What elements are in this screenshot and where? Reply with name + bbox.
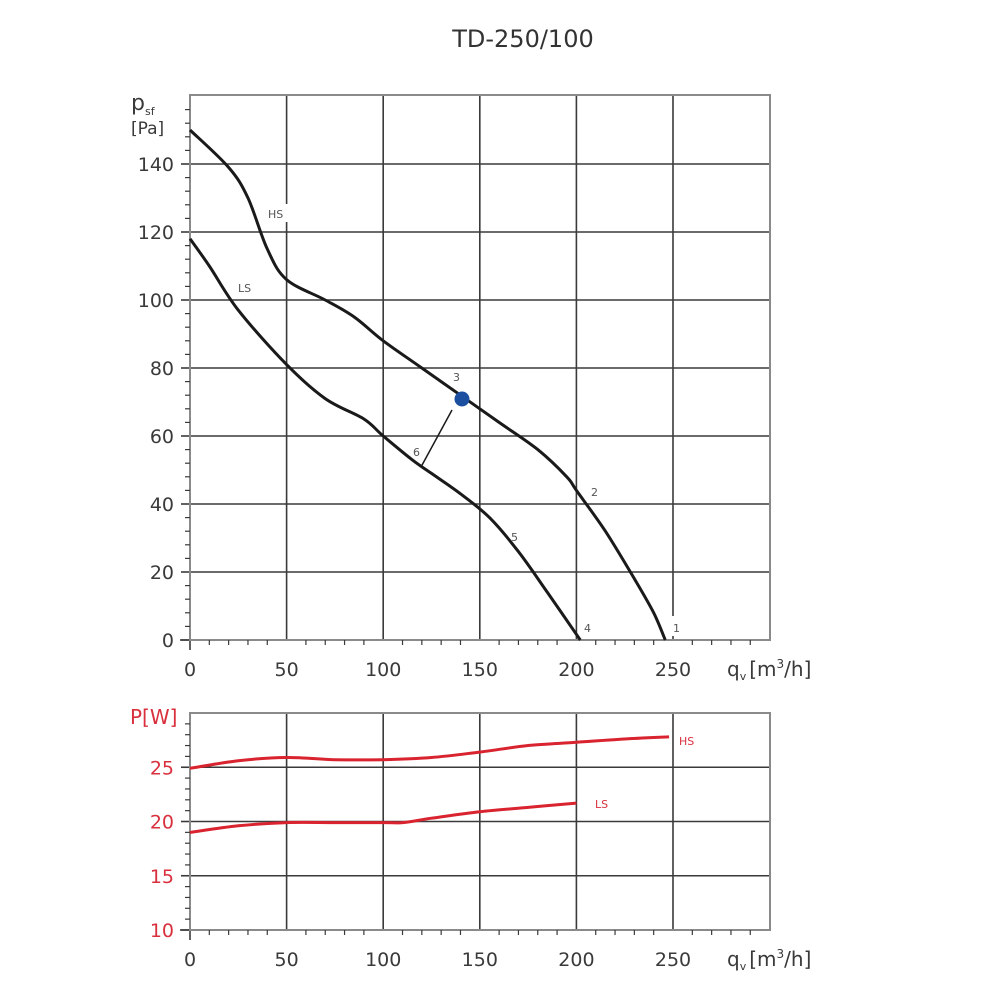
hs-pressure-curve [188, 128, 667, 641]
pressure-y-tick-label: 140 [138, 154, 174, 176]
power-y-label: P[W] [130, 705, 177, 729]
power-plot-frame [189, 712, 771, 931]
hs-curve-label: HS [268, 208, 283, 221]
power-x-tick-label: 150 [462, 949, 498, 971]
operating-point-marker [454, 391, 470, 407]
ls-power-curve [189, 801, 577, 834]
pressure-x-tick-label: 150 [462, 659, 498, 681]
power-y-tick-label: 20 [150, 812, 174, 834]
chart-title: TD-250/100 [451, 25, 594, 53]
hs-power-curve [189, 735, 670, 770]
power-y-tick-label: 25 [150, 757, 174, 779]
pressure-y-label: psf [131, 91, 156, 118]
power-x-label: qv [m3/h] [727, 947, 811, 973]
pressure-y-tick-label: 100 [138, 290, 174, 312]
point-1-label: 1 [673, 622, 680, 635]
power-x-tick-label: 250 [655, 949, 691, 971]
point-3-6-leader-line [420, 409, 453, 468]
pressure-y-ticks: 0 20 40 60 80 100 120 140 [138, 154, 174, 652]
power-x-ticks: 0 50 100 150 200 250 [184, 949, 691, 971]
pressure-grid [180, 95, 770, 650]
power-x-tick-label: 200 [558, 949, 594, 971]
pressure-x-label: qv [m3/h] [727, 657, 811, 683]
pressure-x-ticks: 0 50 100 150 200 250 [184, 659, 691, 681]
ls-pressure-curve [188, 237, 582, 641]
power-y-ticks: 10 15 20 25 [150, 757, 174, 942]
ls-power-label: LS [595, 798, 608, 811]
power-x-tick-label: 50 [275, 949, 299, 971]
pressure-x-tick-label: 250 [655, 659, 691, 681]
ls-curve-label: LS [238, 282, 251, 295]
power-y-tick-label: 10 [150, 920, 174, 942]
pressure-plot-frame [189, 94, 771, 641]
hs-power-label: HS [679, 735, 694, 748]
point-5-label: 5 [511, 531, 518, 544]
pressure-y-tick-label: 20 [150, 562, 174, 584]
point-3-label: 3 [453, 371, 460, 384]
pressure-y-tick-label: 60 [150, 426, 174, 448]
pressure-y-tick-label: 40 [150, 494, 174, 516]
pressure-x-tick-label: 100 [365, 659, 401, 681]
pressure-x-tick-label: 50 [275, 659, 299, 681]
pressure-y-tick-label: 80 [150, 358, 174, 380]
pressure-x-tick-label: 200 [558, 659, 594, 681]
pressure-chart: psf [Pa] 0 20 40 60 80 100 120 140 0 50 100 150 200… [131, 91, 811, 683]
pressure-y-tick-label: 0 [162, 630, 174, 652]
power-x-tick-label: 100 [365, 949, 401, 971]
power-y-tick-label: 15 [150, 866, 174, 888]
point-4-label: 4 [584, 622, 591, 635]
pressure-minor-ticks [185, 108, 751, 645]
power-x-tick-label: 0 [184, 949, 196, 971]
pressure-y-tick-label: 120 [138, 222, 174, 244]
point-2-label: 2 [591, 486, 598, 499]
power-chart: P[W] 10 15 20 25 0 50 100 150 200 250 qv [m3/h] H… [130, 705, 811, 973]
power-minor-ticks [185, 723, 751, 935]
pressure-x-tick-label: 0 [184, 659, 196, 681]
point-6-label: 6 [413, 446, 420, 459]
pressure-y-unit: [Pa] [131, 119, 164, 139]
